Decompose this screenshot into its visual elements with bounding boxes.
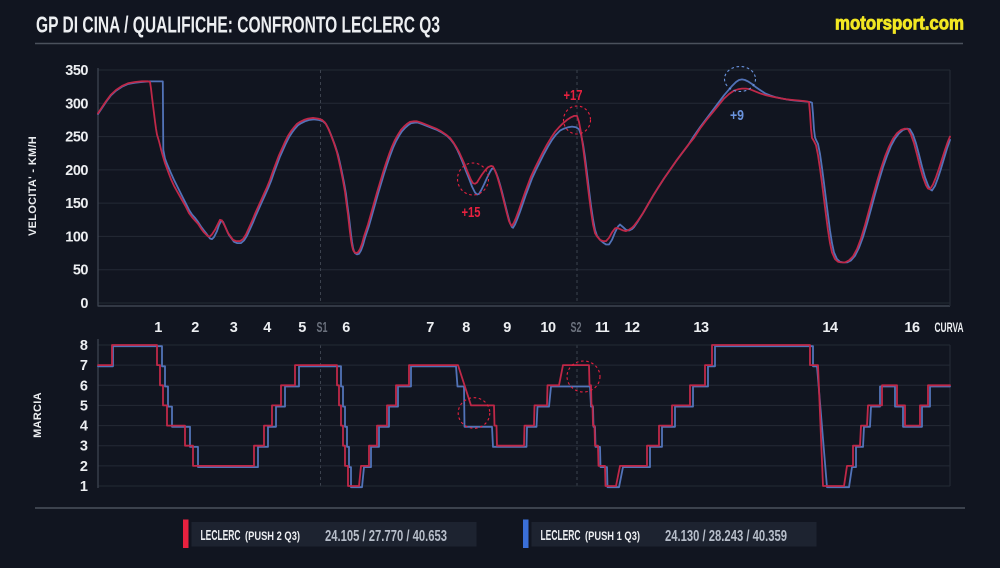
- svg-text:14: 14: [822, 320, 838, 336]
- svg-text:11: 11: [595, 320, 610, 336]
- svg-text:4: 4: [80, 419, 88, 435]
- svg-text:+17: +17: [564, 87, 583, 104]
- svg-text:8: 8: [80, 338, 88, 354]
- svg-text:10: 10: [540, 320, 556, 336]
- svg-text:1: 1: [154, 320, 162, 336]
- svg-text:100: 100: [65, 229, 88, 245]
- svg-text:24.130 / 28.243 / 40.359: 24.130 / 28.243 / 40.359: [665, 528, 787, 545]
- svg-text:4: 4: [263, 320, 271, 336]
- svg-text:1: 1: [80, 479, 88, 495]
- svg-text:(PUSH 1 Q3): (PUSH 1 Q3): [585, 529, 640, 543]
- svg-text:motorsport.com: motorsport.com: [835, 14, 964, 35]
- svg-text:LECLERC: LECLERC: [201, 527, 241, 544]
- svg-text:50: 50: [73, 263, 89, 279]
- svg-text:LECLERC: LECLERC: [541, 527, 581, 544]
- svg-text:6: 6: [342, 320, 350, 336]
- svg-text:200: 200: [65, 163, 88, 179]
- svg-text:300: 300: [65, 96, 88, 112]
- svg-text:S2: S2: [571, 320, 582, 336]
- svg-text:+9: +9: [730, 107, 744, 124]
- svg-text:2: 2: [191, 320, 199, 336]
- svg-text:8: 8: [462, 320, 470, 336]
- svg-text:7: 7: [80, 358, 88, 374]
- svg-text:CURVA: CURVA: [935, 320, 964, 335]
- svg-text:5: 5: [80, 398, 88, 414]
- svg-text:MARCIA: MARCIA: [32, 392, 44, 438]
- svg-text:S1: S1: [317, 320, 328, 336]
- svg-text:150: 150: [65, 196, 88, 212]
- svg-text:350: 350: [65, 63, 88, 79]
- svg-text:13: 13: [693, 320, 709, 336]
- svg-text:16: 16: [904, 320, 920, 336]
- svg-text:12: 12: [624, 320, 640, 336]
- svg-text:+15: +15: [462, 204, 481, 221]
- svg-text:250: 250: [65, 130, 88, 146]
- svg-text:3: 3: [230, 320, 238, 336]
- svg-text:2: 2: [80, 459, 88, 475]
- svg-text:24.105 / 27.770 / 40.653: 24.105 / 27.770 / 40.653: [325, 528, 447, 545]
- svg-text:(PUSH 2 Q3): (PUSH 2 Q3): [245, 529, 300, 543]
- svg-text:0: 0: [80, 296, 88, 312]
- svg-text:GP DI CINA / QUALIFICHE: CONFR: GP DI CINA / QUALIFICHE: CONFRONTO LECLE…: [36, 12, 440, 38]
- svg-text:9: 9: [503, 320, 511, 336]
- svg-text:5: 5: [298, 320, 306, 336]
- svg-text:7: 7: [426, 320, 434, 336]
- svg-text:3: 3: [80, 439, 88, 455]
- svg-text:6: 6: [80, 378, 88, 394]
- svg-text:VELOCITA' - KM/H: VELOCITA' - KM/H: [27, 136, 39, 236]
